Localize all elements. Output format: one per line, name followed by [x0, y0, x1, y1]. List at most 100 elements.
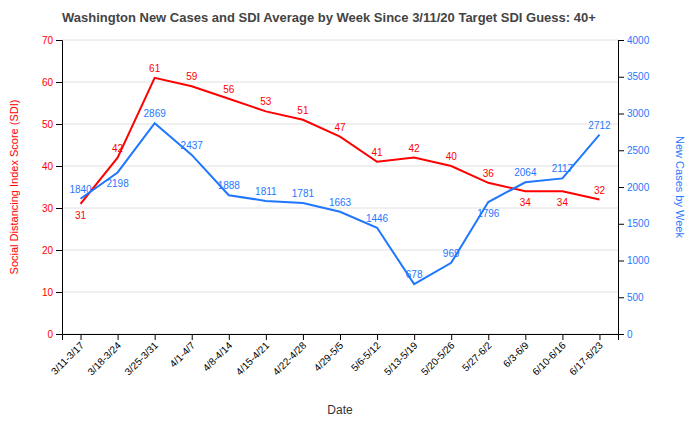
x-tick: 5/27-6/2 [460, 334, 494, 373]
y2-tick-mark [618, 261, 624, 262]
series-line [81, 123, 600, 284]
y-tick-mark [56, 40, 62, 41]
x-tick-mark [377, 334, 378, 340]
x-tick-label: 6/17-6/23 [567, 339, 605, 377]
y2-tick: 2500 [618, 145, 650, 156]
y-tick-mark [56, 250, 62, 251]
y2-tick: 4000 [618, 35, 650, 46]
x-tick-label: 3/18-3/24 [85, 339, 123, 377]
y-tick: 10 [42, 287, 62, 298]
x-tick-label: 5/20-5/26 [419, 339, 457, 377]
y-tick-mark [56, 334, 62, 335]
data-label: 2198 [106, 178, 129, 189]
data-label: 1796 [477, 208, 500, 219]
y2-axis-title: New Cases by Week [674, 136, 686, 238]
x-axis-title: Date [327, 403, 353, 417]
y2-tick: 500 [618, 292, 644, 303]
x-tick-label: 3/11-3/17 [49, 339, 86, 376]
y-tick: 60 [42, 77, 62, 88]
y-tick: 30 [42, 203, 62, 214]
y2-tick-mark [618, 224, 624, 225]
grid-line [62, 292, 618, 293]
x-tick: 3/18-3/24 [85, 334, 123, 377]
x-tick-mark [229, 334, 230, 340]
data-label: 61 [149, 63, 161, 74]
x-tick-label: 4/15-4/21 [234, 339, 272, 377]
data-label: 42 [112, 143, 124, 154]
data-label: 2712 [588, 120, 611, 131]
y-tick-label: 40 [42, 161, 54, 172]
x-tick-mark [118, 334, 119, 340]
x-tick: 3/11-3/17 [49, 334, 86, 377]
y-axis-line [56, 41, 63, 335]
data-label: 42 [409, 143, 421, 154]
y2-axis-line [619, 41, 625, 335]
x-tick-label: 4/8-4/14 [201, 339, 235, 373]
y2-tick-label: 1000 [627, 255, 650, 266]
x-tick: 4/22-4/28 [271, 334, 309, 377]
y-tick-mark [56, 124, 62, 125]
y2-tick-mark [618, 297, 624, 298]
x-tick: 5/6-5/12 [349, 334, 383, 373]
x-tick: 5/13-5/19 [382, 334, 420, 377]
data-label: 31 [75, 210, 87, 221]
data-label: 2437 [181, 140, 204, 151]
data-label: 1811 [255, 186, 277, 197]
data-label: 1663 [329, 197, 352, 208]
x-tick-mark [192, 334, 193, 340]
y2-tick-label: 3500 [627, 71, 650, 82]
x-tick: 3/25-3/31 [122, 334, 160, 377]
x-tick-mark [488, 334, 489, 340]
x-tick-label: 6/3-6/9 [501, 339, 531, 369]
data-labels: 3142615956535147414240363434321840219828… [69, 63, 611, 280]
y-axis: 0 10 20 30 40 50 60 70 [42, 35, 63, 340]
data-label: 34 [557, 197, 569, 208]
y2-tick-mark [618, 40, 624, 41]
data-label: 2117 [552, 163, 574, 174]
data-label: 51 [297, 105, 309, 116]
plot: 0102030405060700500100015002000250030003… [8, 35, 686, 417]
x-axis-line [63, 335, 619, 341]
y2-tick-label: 500 [627, 292, 644, 303]
x-tick-label: 5/6-5/12 [349, 339, 383, 373]
data-label: 2064 [514, 167, 537, 178]
x-tick: 4/29-5/5 [312, 334, 346, 373]
data-label: 678 [406, 269, 423, 280]
data-label: 1888 [218, 180, 241, 191]
x-tick-label: 4/1-4/7 [167, 339, 197, 369]
y-tick-label: 10 [42, 287, 54, 298]
data-label: 36 [483, 168, 495, 179]
y2-tick: 1500 [618, 218, 650, 229]
y2-tick-label: 0 [627, 329, 633, 340]
y2-tick-mark [618, 150, 624, 151]
y2-tick-label: 2500 [627, 145, 650, 156]
x-tick-mark [451, 334, 452, 340]
y-tick-mark [56, 166, 62, 167]
y2-tick-mark [618, 77, 624, 78]
grid-line [62, 250, 618, 251]
x-tick-mark [562, 334, 563, 340]
x-tick-label: 5/27-6/2 [460, 339, 494, 373]
x-tick: 4/8-4/14 [201, 334, 235, 373]
x-tick: 6/3-6/9 [501, 334, 531, 369]
y-tick: 50 [42, 119, 62, 130]
y2-tick: 3000 [618, 108, 650, 119]
x-tick: 6/17-6/23 [567, 334, 605, 377]
x-tick: 6/10-6/16 [530, 334, 568, 377]
data-label: 32 [594, 185, 606, 196]
x-tick-mark [599, 334, 600, 340]
y-tick: 40 [42, 161, 62, 172]
data-label: 56 [223, 84, 235, 95]
x-tick-label: 4/29-5/5 [312, 339, 346, 373]
y-tick: 0 [47, 329, 62, 340]
y-tick-label: 70 [42, 35, 54, 46]
y-tick-label: 30 [42, 203, 54, 214]
y2-tick-label: 4000 [627, 35, 650, 46]
data-label: 59 [186, 71, 198, 82]
x-tick-label: 5/13-5/19 [382, 339, 420, 377]
x-tick-mark [525, 334, 526, 340]
y-tick: 20 [42, 245, 62, 256]
y-tick-label: 20 [42, 245, 54, 256]
data-label: 34 [520, 197, 532, 208]
x-axis: 3/11-3/173/18-3/243/25-3/314/1-4/74/8-4/… [49, 334, 619, 377]
